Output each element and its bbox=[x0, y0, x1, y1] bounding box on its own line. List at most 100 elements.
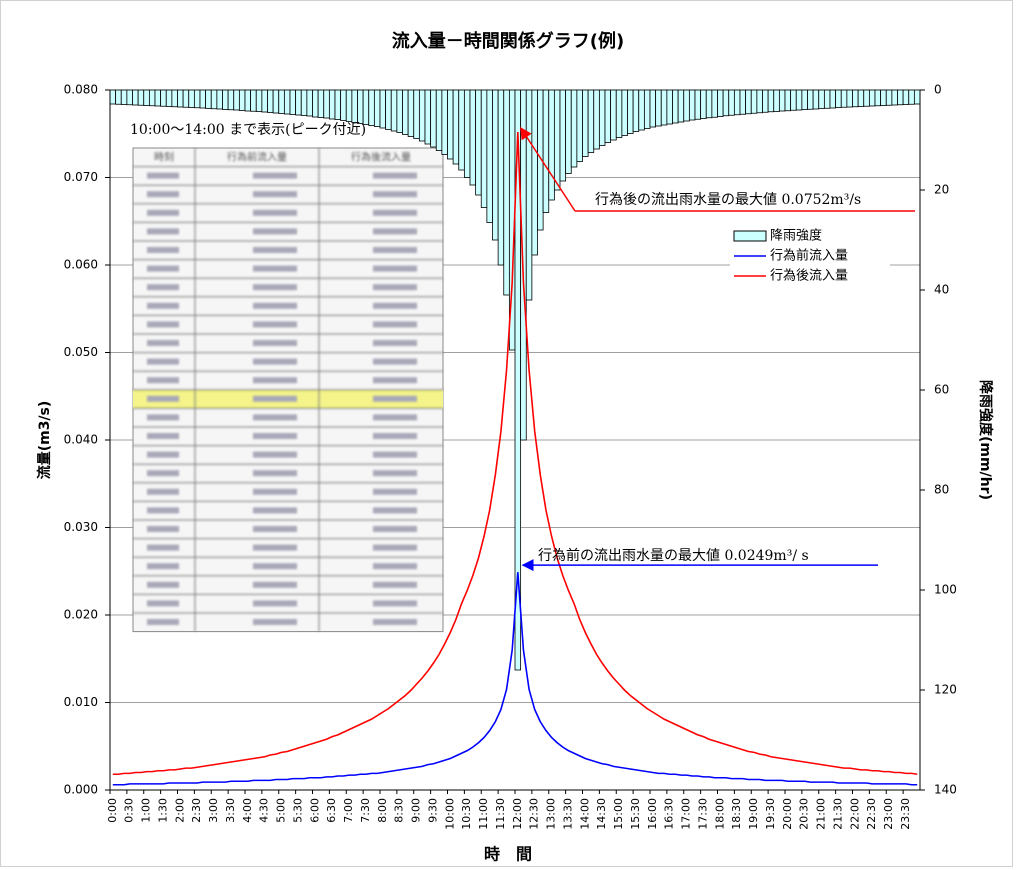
rain-bar bbox=[898, 90, 904, 105]
x-tick-label: 16:30 bbox=[663, 798, 676, 830]
rain-bar bbox=[262, 90, 268, 112]
table-cell-blur bbox=[147, 247, 179, 253]
rain-bar bbox=[493, 90, 499, 240]
x-tick-label: 22:00 bbox=[848, 798, 861, 830]
rain-bar bbox=[464, 90, 470, 178]
table-cell-blur bbox=[373, 526, 417, 532]
rain-bar bbox=[684, 90, 690, 121]
rain-bar bbox=[633, 90, 639, 132]
table-cell-blur bbox=[253, 414, 297, 420]
rain-bar bbox=[313, 90, 319, 117]
table-cell-blur bbox=[253, 396, 297, 402]
rain-bar bbox=[189, 90, 195, 108]
x-tick-label: 10:30 bbox=[460, 798, 473, 830]
rain-bar bbox=[605, 90, 611, 143]
table-cell-blur bbox=[373, 452, 417, 458]
rain-bar bbox=[650, 90, 656, 127]
table-cell-blur bbox=[147, 433, 179, 439]
y2-tick-label: 60 bbox=[934, 383, 949, 397]
y-tick-label: 0.030 bbox=[64, 520, 98, 534]
rain-bar bbox=[796, 90, 802, 110]
rain-bar bbox=[864, 90, 870, 106]
table-cell-blur bbox=[373, 340, 417, 346]
x-tick-label: 2:00 bbox=[173, 798, 186, 823]
table-cell-blur bbox=[253, 619, 297, 625]
table-cell-blur bbox=[147, 266, 179, 272]
y-tick-label: 0.020 bbox=[64, 608, 98, 622]
rain-bar bbox=[577, 90, 583, 162]
table-cell-blur bbox=[373, 359, 417, 365]
rain-bar bbox=[144, 90, 150, 106]
table-cell-blur bbox=[253, 191, 297, 197]
table-cell-blur bbox=[373, 266, 417, 272]
y2-tick-label: 20 bbox=[934, 183, 949, 197]
table-cell-blur bbox=[147, 452, 179, 458]
inset-table: 時刻行為前流入量行為後流入量 bbox=[133, 148, 443, 632]
rain-bar bbox=[358, 90, 364, 124]
rain-bar bbox=[307, 90, 313, 116]
table-cell-blur bbox=[253, 340, 297, 346]
rain-bar bbox=[914, 90, 920, 104]
table-cell-blur bbox=[373, 173, 417, 179]
x-tick-label: 2:30 bbox=[190, 798, 203, 823]
table-header: 行為前流入量 bbox=[227, 150, 287, 163]
table-cell-blur bbox=[373, 303, 417, 309]
rain-bar bbox=[824, 90, 830, 108]
legend-label: 行為前流入量 bbox=[770, 248, 848, 264]
x-tick-label: 8:30 bbox=[393, 798, 406, 823]
x-tick-label: 16:00 bbox=[646, 798, 659, 830]
rain-bar bbox=[706, 90, 712, 118]
rain-bar bbox=[886, 90, 892, 105]
table-cell-blur bbox=[253, 545, 297, 551]
rain-bar bbox=[560, 90, 566, 181]
x-tick-label: 5:00 bbox=[275, 798, 288, 823]
legend-label: 降雨強度 bbox=[770, 228, 822, 244]
rain-bar bbox=[228, 90, 234, 110]
table-cell-blur bbox=[253, 321, 297, 327]
rain-bar bbox=[757, 90, 763, 113]
rain-bar bbox=[414, 90, 420, 139]
rain-bar bbox=[594, 90, 600, 149]
rain-bar bbox=[644, 90, 650, 129]
rain-bar bbox=[436, 90, 442, 151]
rain-bar bbox=[183, 90, 189, 107]
table-cell-blur bbox=[373, 321, 417, 327]
rain-bar bbox=[234, 90, 240, 110]
y2-tick-label: 0 bbox=[934, 83, 942, 97]
rain-bar bbox=[549, 90, 555, 200]
x-tick-label: 1:30 bbox=[156, 798, 169, 823]
rain-bar bbox=[802, 90, 808, 110]
table-cell-blur bbox=[373, 377, 417, 383]
rain-bar bbox=[318, 90, 324, 118]
x-tick-label: 19:30 bbox=[764, 798, 777, 830]
rain-bar bbox=[763, 90, 769, 112]
rain-bar bbox=[734, 90, 740, 115]
y2-tick-label: 80 bbox=[934, 483, 949, 497]
rain-bar bbox=[487, 90, 493, 223]
rain-bar bbox=[161, 90, 167, 106]
rain-bar bbox=[352, 90, 358, 123]
chart: 流入量－時間関係グラフ(例) 時 間 流量(m3/s) 降雨強度(mm/hr) … bbox=[0, 0, 1016, 870]
x-tick-label: 15:00 bbox=[612, 798, 625, 830]
table-cell-blur bbox=[253, 266, 297, 272]
table-cell-blur bbox=[373, 396, 417, 402]
rain-bar bbox=[858, 90, 864, 107]
rain-bar bbox=[110, 90, 116, 104]
rain-bar bbox=[599, 90, 605, 146]
table-cell-blur bbox=[147, 414, 179, 420]
table-cell-blur bbox=[373, 470, 417, 476]
rain-bar bbox=[470, 90, 476, 185]
table-cell-blur bbox=[253, 470, 297, 476]
y-axis-title: 流量(m3/s) bbox=[36, 401, 53, 480]
rain-bar bbox=[133, 90, 139, 105]
annotation: 10:00～14:00 まで表示(ピーク付近) bbox=[130, 122, 366, 138]
x-tick-label: 10:00 bbox=[443, 798, 456, 830]
rain-bar bbox=[751, 90, 757, 113]
rain-bar bbox=[554, 90, 560, 190]
annotation: 行為後の流出雨水量の最大値 0.0752m³/s bbox=[595, 192, 861, 208]
rain-bar bbox=[341, 90, 347, 121]
rain-bar bbox=[217, 90, 223, 109]
x-tick-label: 17:30 bbox=[696, 798, 709, 830]
rain-bar bbox=[498, 90, 504, 265]
table-cell-blur bbox=[253, 526, 297, 532]
